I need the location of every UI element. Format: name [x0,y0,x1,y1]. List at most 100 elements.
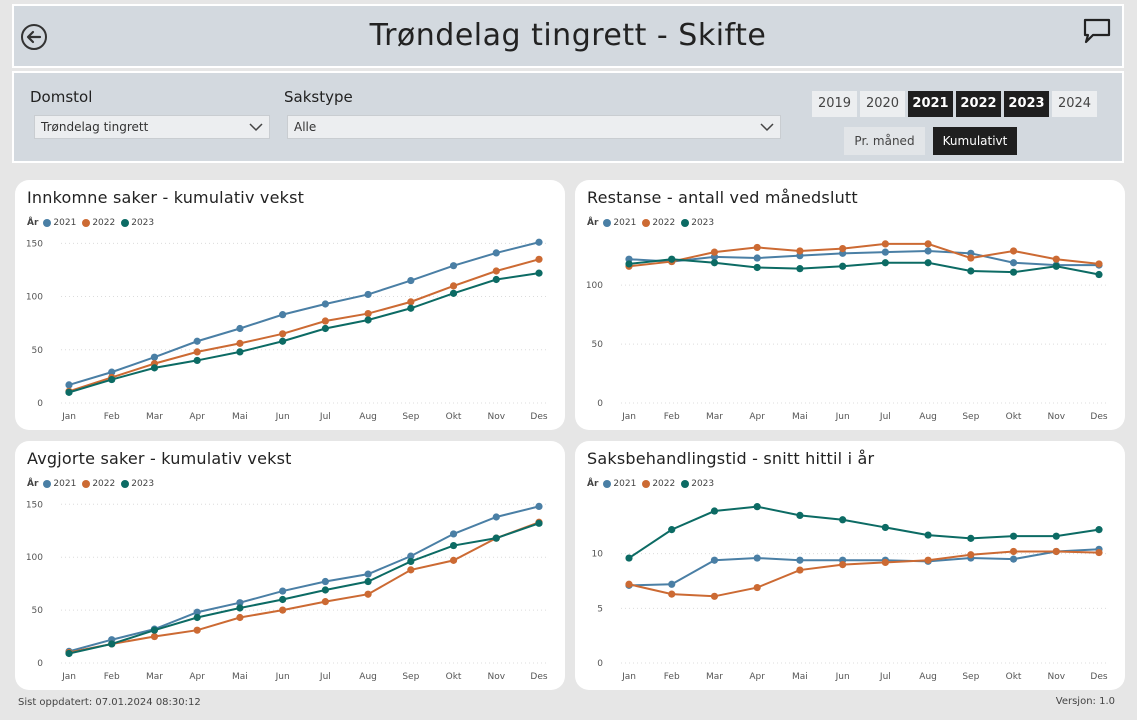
data-point-2021[interactable] [710,556,719,564]
data-point-2022[interactable] [710,592,719,600]
data-point-2021[interactable] [364,290,372,299]
data-point-2021[interactable] [1009,555,1018,563]
data-point-2022[interactable] [1009,547,1018,556]
data-point-2021[interactable] [193,337,201,345]
year-button-2020[interactable]: 2020 [860,91,905,117]
data-point-2023[interactable] [710,259,719,267]
data-point-2023[interactable] [108,375,116,384]
data-point-2023[interactable] [881,259,889,267]
data-point-2023[interactable] [492,534,500,542]
mode-button-per-month[interactable]: Pr. måned [844,127,925,155]
year-button-2022[interactable]: 2022 [956,91,1001,117]
data-point-2021[interactable] [236,324,244,333]
legend-item-2023[interactable]: 2023 [121,218,154,228]
data-point-2021[interactable] [753,254,761,262]
data-point-2022[interactable] [924,240,932,248]
data-point-2023[interactable] [839,516,847,524]
data-point-2021[interactable] [492,513,500,521]
data-point-2021[interactable] [753,554,761,562]
data-point-2022[interactable] [625,580,633,588]
data-point-2023[interactable] [1052,532,1060,540]
legend-item-2021[interactable]: 2021 [603,218,636,228]
data-point-2022[interactable] [839,561,847,569]
data-point-2022[interactable] [407,298,415,306]
data-point-2022[interactable] [236,339,244,347]
data-point-2023[interactable] [535,269,543,277]
data-point-2022[interactable] [1095,260,1103,268]
data-point-2021[interactable] [449,262,458,270]
data-point-2021[interactable] [108,368,116,376]
data-point-2022[interactable] [364,309,372,318]
data-point-2023[interactable] [796,265,804,273]
data-point-2023[interactable] [967,267,975,275]
data-point-2021[interactable] [535,238,543,246]
data-point-2021[interactable] [65,381,73,389]
data-point-2022[interactable] [796,247,804,255]
data-point-2022[interactable] [967,551,975,559]
back-arrow-icon[interactable] [20,23,48,51]
data-point-2022[interactable] [881,558,889,567]
data-point-2023[interactable] [668,255,676,263]
data-point-2022[interactable] [535,255,543,263]
data-point-2023[interactable] [407,304,415,312]
domstol-dropdown[interactable]: Trøndelag tingrett [34,115,270,139]
data-point-2021[interactable] [449,530,458,538]
data-point-2023[interactable] [881,523,889,532]
data-point-2022[interactable] [967,254,975,262]
data-point-2023[interactable] [492,275,500,284]
data-point-2023[interactable] [668,526,676,534]
data-point-2023[interactable] [449,289,458,297]
legend-item-2022[interactable]: 2022 [642,218,675,228]
data-point-2021[interactable] [321,300,329,308]
data-point-2023[interactable] [407,557,415,566]
data-point-2021[interactable] [668,580,676,588]
data-point-2022[interactable] [364,590,372,598]
legend-item-2021[interactable]: 2021 [43,479,76,489]
data-point-2023[interactable] [364,577,372,586]
data-point-2022[interactable] [1095,548,1103,557]
data-point-2021[interactable] [364,570,372,578]
data-point-2023[interactable] [321,586,329,594]
data-point-2023[interactable] [1009,532,1018,540]
data-point-2023[interactable] [65,649,73,658]
data-point-2022[interactable] [279,330,287,338]
data-point-2023[interactable] [193,356,201,365]
data-point-2022[interactable] [839,245,847,253]
data-point-2022[interactable] [449,556,458,564]
data-point-2021[interactable] [236,599,244,607]
data-point-2023[interactable] [150,626,159,634]
data-point-2021[interactable] [535,502,543,511]
data-point-2023[interactable] [1009,268,1018,276]
data-point-2022[interactable] [321,317,329,325]
mode-button-cumulative[interactable]: Kumulativt [933,127,1017,155]
data-point-2022[interactable] [193,348,201,356]
data-point-2022[interactable] [492,267,500,275]
data-point-2023[interactable] [924,259,932,267]
data-point-2023[interactable] [625,554,633,562]
data-point-2021[interactable] [407,276,415,285]
data-point-2022[interactable] [1009,247,1018,255]
data-point-2022[interactable] [796,566,804,574]
data-point-2023[interactable] [279,595,287,604]
data-point-2023[interactable] [364,316,372,324]
data-point-2023[interactable] [1052,262,1060,270]
data-point-2023[interactable] [753,263,761,272]
data-point-2023[interactable] [625,260,633,268]
data-point-2023[interactable] [924,531,932,539]
year-button-2019[interactable]: 2019 [812,91,857,117]
legend-item-2022[interactable]: 2022 [82,218,115,228]
data-point-2022[interactable] [236,613,244,622]
data-point-2022[interactable] [710,248,719,256]
legend-item-2021[interactable]: 2021 [43,218,76,228]
data-point-2023[interactable] [236,604,244,612]
data-point-2023[interactable] [1095,526,1103,534]
legend-item-2023[interactable]: 2023 [121,479,154,489]
data-point-2021[interactable] [279,311,287,319]
data-point-2022[interactable] [668,590,676,598]
data-point-2023[interactable] [753,503,761,511]
year-button-2023[interactable]: 2023 [1004,91,1049,117]
legend-item-2023[interactable]: 2023 [681,479,714,489]
data-point-2022[interactable] [193,626,201,634]
data-point-2023[interactable] [967,534,975,542]
data-point-2022[interactable] [279,606,287,614]
